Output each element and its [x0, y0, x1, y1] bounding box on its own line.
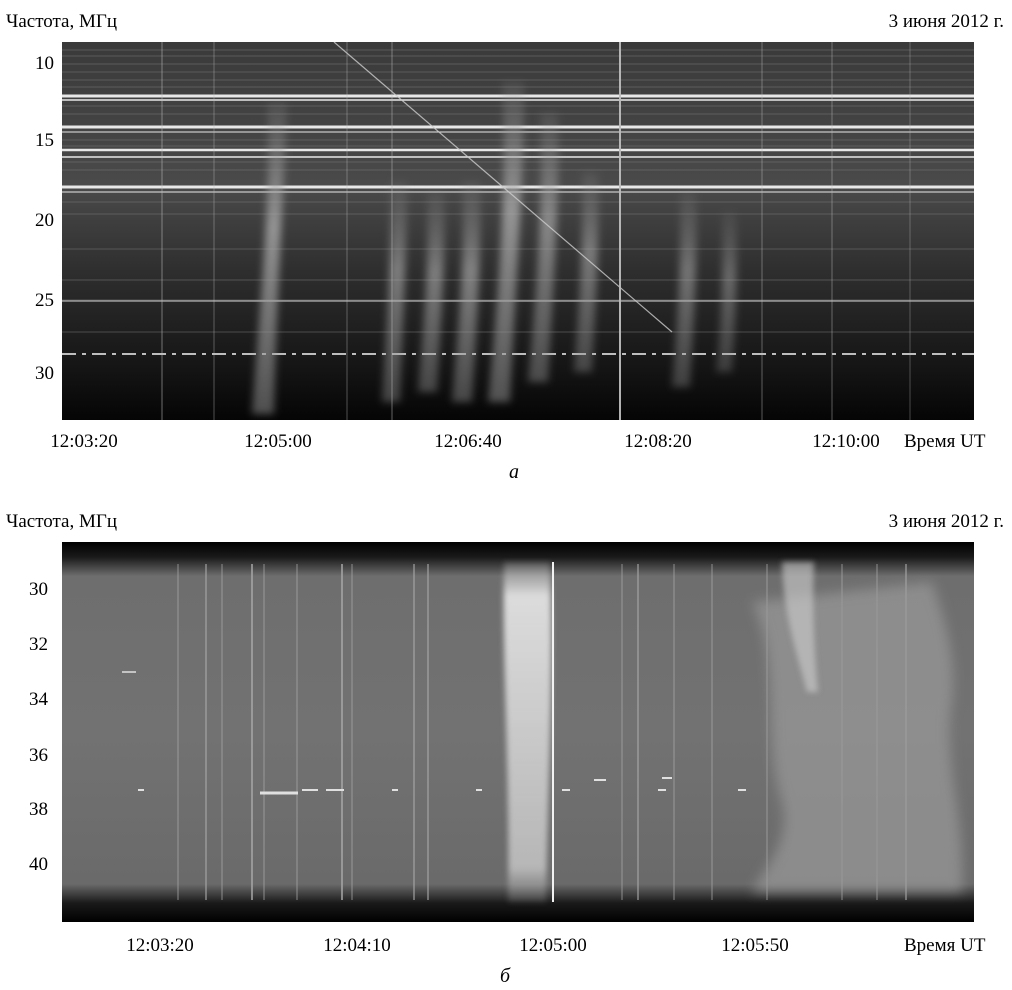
panel-b-ylabel: Частота, МГц	[6, 511, 118, 532]
panel-a-xtick: 12:06:40	[434, 431, 502, 452]
panel-a-ytick: 25	[35, 290, 54, 311]
panel-a-ytick: 30	[35, 363, 54, 384]
panel-b-ytick: 32	[29, 634, 48, 655]
panel-b-ytick: 40	[29, 854, 48, 875]
panel-a-xtick: 12:05:00	[244, 431, 312, 452]
panel-a-xlabel: Время UT	[904, 431, 986, 452]
panel-b-ytick: 34	[29, 689, 48, 710]
panel-b-xtick: 12:03:20	[126, 935, 194, 956]
panel-b-ytick: 36	[29, 745, 48, 766]
panel-b-ytick: 38	[29, 799, 48, 820]
panel-a-ytick: 15	[35, 130, 54, 151]
panel-b-xlabel: Время UT	[904, 935, 986, 956]
panel-a-xtick: 12:03:20	[50, 431, 118, 452]
panel-b-xtick: 12:05:00	[519, 935, 587, 956]
panel-b-caption: б	[499, 965, 511, 987]
panel-b-xtick: 12:04:10	[323, 935, 391, 956]
panel-a-spectrogram	[62, 42, 974, 420]
panel-a-xtick: 12:10:00	[812, 431, 880, 452]
panel-b-xtick: 12:05:50	[721, 935, 789, 956]
panel-a-date: 3 июня 2012 г.	[888, 11, 1004, 32]
panel-a-ylabel: Частота, МГц	[6, 11, 118, 32]
panel-b-spectrogram	[62, 542, 974, 922]
panel-a-caption: а	[509, 461, 519, 483]
panel-a-ytick: 20	[35, 210, 54, 231]
panel-b-date: 3 июня 2012 г.	[888, 511, 1004, 532]
panel-b-ytick: 30	[29, 579, 48, 600]
panel-a-ytick: 10	[35, 53, 54, 74]
panel-a-xtick: 12:08:20	[624, 431, 692, 452]
